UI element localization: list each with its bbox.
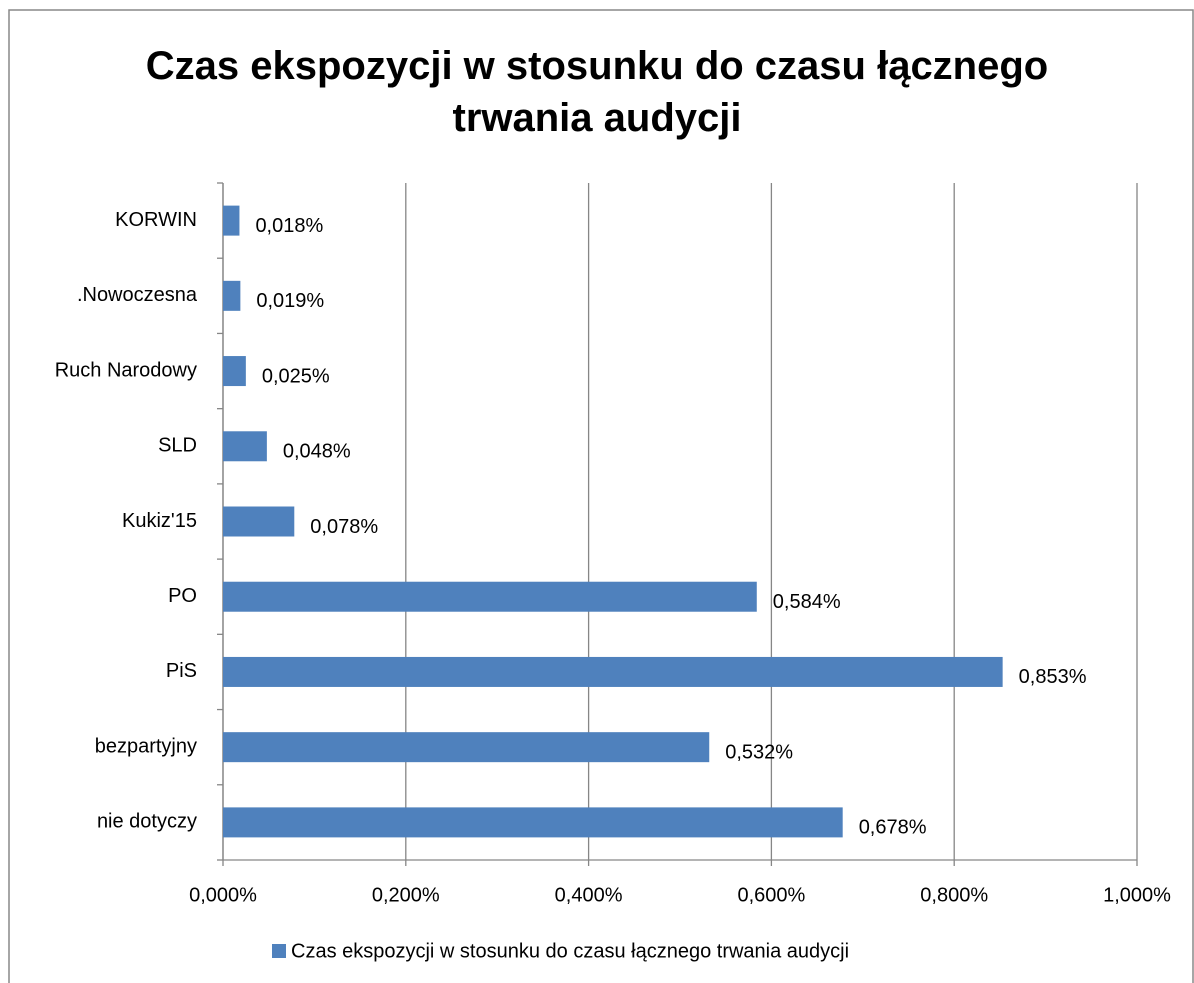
chart-border — [8, 9, 1194, 983]
x-tick-label: 0,000% — [189, 884, 257, 906]
data-label: 0,025% — [262, 365, 330, 387]
data-label: 0,018% — [255, 215, 323, 237]
legend-swatch — [272, 944, 286, 958]
y-tick-label: .Nowoczesna — [77, 284, 198, 306]
data-label: 0,678% — [859, 817, 927, 839]
bar — [223, 732, 710, 763]
y-tick-label: bezpartyjny — [95, 735, 197, 757]
y-tick-label: SLD — [158, 435, 197, 457]
y-tick-label: PiS — [166, 660, 197, 682]
y-tick-label: PO — [168, 585, 197, 607]
bar — [223, 356, 246, 387]
x-tick-label: 0,800% — [920, 884, 988, 906]
y-tick-label: KORWIN — [115, 209, 197, 231]
data-label: 0,584% — [773, 591, 841, 613]
x-tick-label: 0,200% — [372, 884, 440, 906]
y-tick-label: nie dotyczy — [97, 811, 197, 833]
bar — [223, 205, 240, 236]
bar — [223, 280, 241, 311]
data-label: 0,853% — [1019, 666, 1087, 688]
bar — [223, 807, 843, 838]
data-label: 0,078% — [310, 516, 378, 538]
x-tick-label: 1,000% — [1103, 884, 1171, 906]
legend-label: Czas ekspozycji w stosunku do czasu łącz… — [291, 940, 849, 962]
y-tick-label: Kukiz'15 — [122, 510, 197, 532]
y-tick-label: Ruch Narodowy — [55, 359, 197, 381]
x-tick-label: 0,600% — [737, 884, 805, 906]
data-label: 0,532% — [725, 741, 793, 763]
bar — [223, 431, 267, 462]
data-label: 0,019% — [256, 290, 324, 312]
bar — [223, 581, 757, 612]
bar — [223, 506, 295, 537]
bar — [223, 656, 1003, 687]
chart-title: Czas ekspozycji w stosunku do czasu łącz… — [145, 44, 1049, 140]
x-tick-label: 0,400% — [555, 884, 623, 906]
data-label: 0,048% — [283, 441, 351, 463]
